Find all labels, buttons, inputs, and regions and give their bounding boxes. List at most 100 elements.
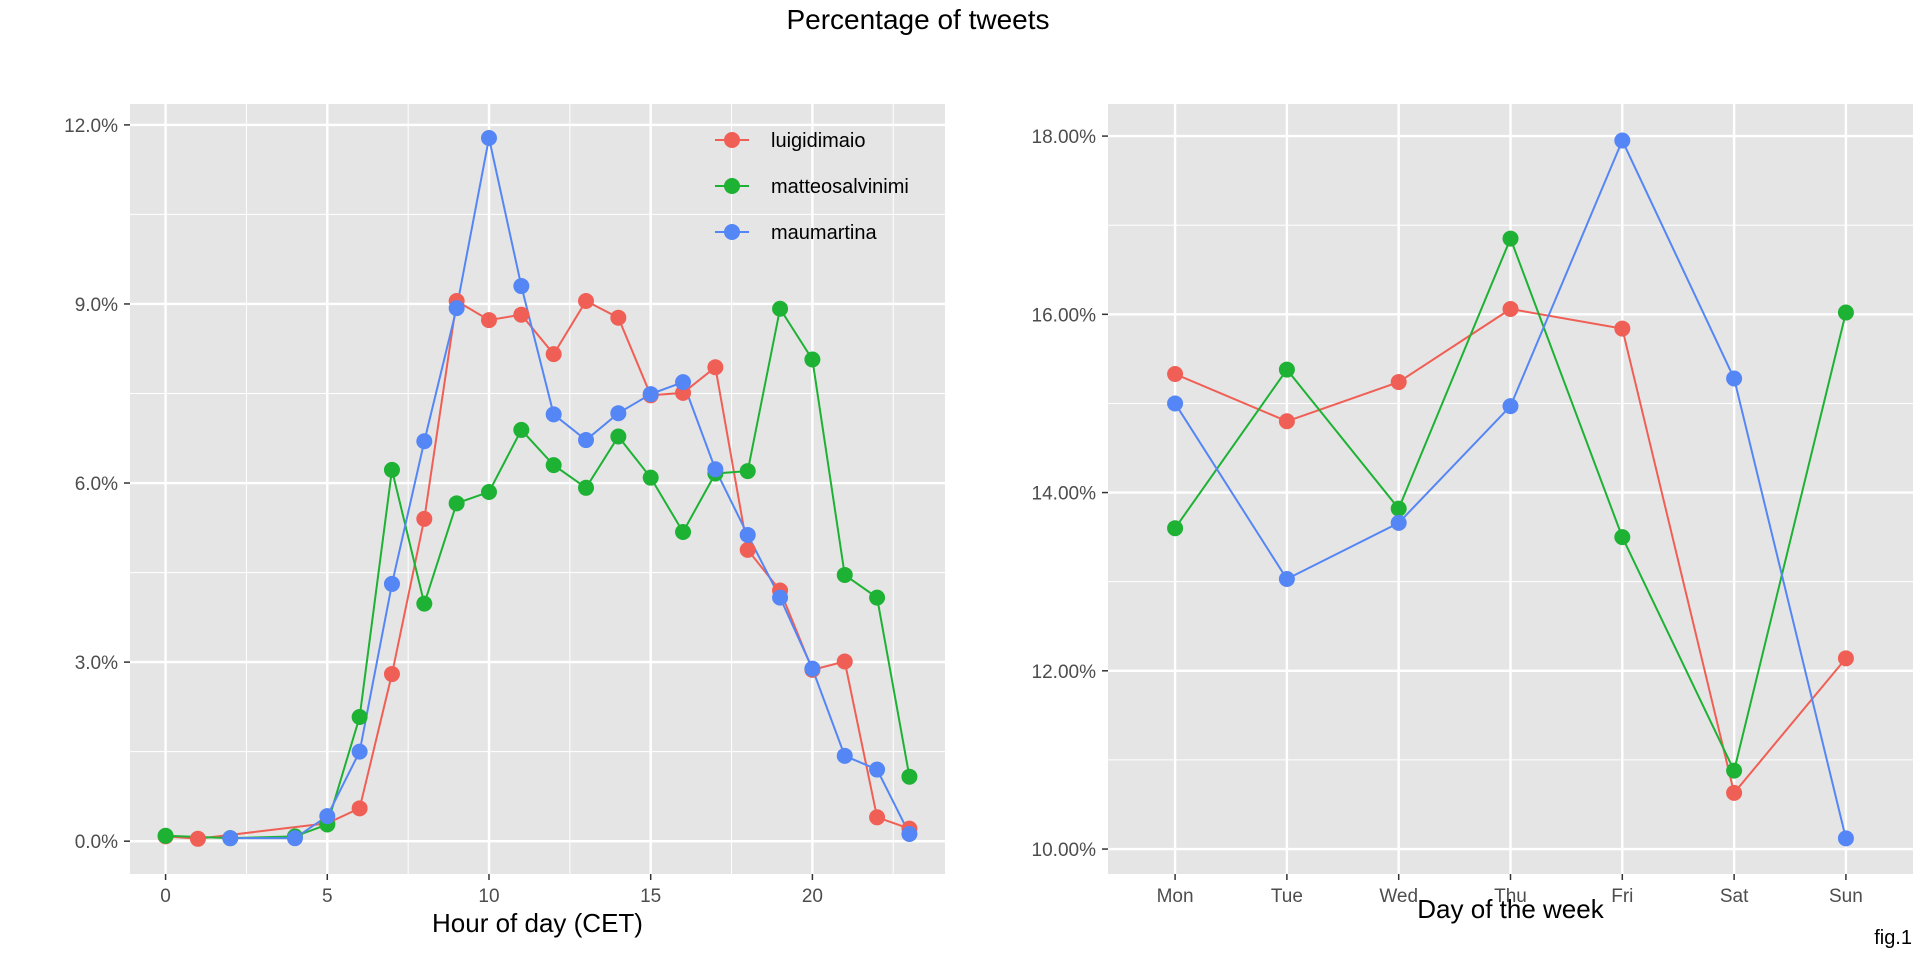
- data-point-maumartina: [1614, 132, 1631, 149]
- data-point-matteosalvinimi: [869, 589, 886, 606]
- data-point-matteosalvinimi: [480, 483, 497, 500]
- data-point-luigidimaio: [836, 653, 853, 670]
- data-point-luigidimaio: [578, 292, 595, 309]
- data-point-matteosalvinimi: [1614, 529, 1631, 546]
- data-point-maumartina: [222, 830, 239, 847]
- x-tick-label: 10: [478, 886, 499, 907]
- data-point-maumartina: [513, 278, 530, 295]
- legend-label: maumartina: [771, 222, 877, 244]
- data-point-maumartina: [480, 130, 497, 147]
- data-point-luigidimaio: [1502, 300, 1519, 317]
- data-point-luigidimaio: [869, 809, 886, 826]
- y-tick-label: 0.0%: [75, 832, 118, 853]
- data-point-matteosalvinimi: [901, 768, 918, 785]
- data-point-maumartina: [448, 300, 465, 317]
- data-point-maumartina: [836, 747, 853, 764]
- y-tick-label: 12.00%: [1032, 662, 1097, 683]
- legend-key-point: [724, 178, 740, 194]
- data-point-matteosalvinimi: [772, 300, 789, 317]
- data-point-matteosalvinimi: [513, 421, 530, 438]
- data-point-matteosalvinimi: [836, 566, 853, 583]
- data-point-maumartina: [804, 660, 821, 677]
- data-point-matteosalvinimi: [545, 457, 562, 474]
- data-point-luigidimaio: [1390, 374, 1407, 391]
- hour-of-day-chart: 0 5 10 15 20 0.0% 3.0% 6.0% 9.0% 12.0% Hour of day…: [64, 104, 945, 938]
- data-point-luigidimaio: [1726, 784, 1743, 801]
- data-point-maumartina: [707, 461, 724, 478]
- data-point-maumartina: [642, 386, 659, 403]
- data-point-maumartina: [1837, 830, 1854, 847]
- data-point-matteosalvinimi: [1502, 230, 1519, 247]
- legend-label: luigidimaio: [771, 130, 866, 152]
- x-tick-label: Sun: [1829, 886, 1863, 907]
- data-point-matteosalvinimi: [416, 595, 433, 612]
- data-point-matteosalvinimi: [578, 479, 595, 496]
- data-point-luigidimaio: [545, 346, 562, 363]
- data-point-maumartina: [772, 589, 789, 606]
- data-point-maumartina: [545, 406, 562, 423]
- data-point-maumartina: [1167, 395, 1184, 412]
- data-point-matteosalvinimi: [1278, 361, 1295, 378]
- data-point-maumartina: [383, 575, 400, 592]
- day-of-week-chart: Mon Tue Wed Thu Fri Sat Sun 10.00% 12.00% 14.00% 1…: [1032, 104, 1913, 924]
- y-tick-label: 6.0%: [75, 474, 118, 495]
- legend-item: matteosalvinimi: [715, 176, 909, 198]
- data-point-maumartina: [739, 526, 756, 543]
- data-point-maumartina: [1278, 571, 1295, 588]
- data-point-maumartina: [1726, 370, 1743, 387]
- legend-label: matteosalvinimi: [771, 176, 909, 198]
- data-point-matteosalvinimi: [1837, 304, 1854, 321]
- data-point-luigidimaio: [707, 359, 724, 376]
- data-point-maumartina: [675, 374, 692, 391]
- data-point-matteosalvinimi: [642, 469, 659, 486]
- x-tick-label: 0: [160, 886, 171, 907]
- y-tick-label: 10.00%: [1032, 840, 1097, 861]
- legend-item: maumartina: [715, 222, 877, 244]
- data-point-luigidimaio: [351, 800, 368, 817]
- x-axis-title: Hour of day (CET): [432, 908, 643, 938]
- legend: luigidimaio matteosalvinimi maumartina: [715, 130, 909, 244]
- data-point-matteosalvinimi: [448, 495, 465, 512]
- x-tick-label: Sat: [1720, 886, 1749, 907]
- data-point-matteosalvinimi: [351, 709, 368, 726]
- data-point-maumartina: [1390, 514, 1407, 531]
- data-point-luigidimaio: [1614, 320, 1631, 337]
- data-point-maumartina: [286, 830, 303, 847]
- y-tick-label: 3.0%: [75, 653, 118, 674]
- data-point-luigidimaio: [416, 510, 433, 527]
- data-point-luigidimaio: [1837, 650, 1854, 667]
- data-point-luigidimaio: [480, 312, 497, 329]
- data-point-maumartina: [578, 432, 595, 449]
- data-point-luigidimaio: [739, 541, 756, 558]
- y-tick-label: 18.00%: [1032, 127, 1097, 148]
- data-point-matteosalvinimi: [610, 428, 627, 445]
- data-point-maumartina: [319, 808, 336, 825]
- data-point-maumartina: [901, 826, 918, 843]
- data-point-luigidimaio: [610, 309, 627, 326]
- y-tick-label: 14.00%: [1032, 484, 1097, 505]
- data-point-luigidimaio: [1167, 366, 1184, 383]
- y-tick-label: 16.00%: [1032, 305, 1097, 326]
- page-title: Percentage of tweets: [786, 4, 1050, 35]
- legend-item: luigidimaio: [715, 130, 866, 152]
- x-tick-label: 15: [640, 886, 661, 907]
- data-point-luigidimaio: [1278, 413, 1295, 430]
- legend-key-point: [724, 224, 740, 240]
- data-point-maumartina: [1502, 398, 1519, 415]
- data-point-luigidimaio: [189, 830, 206, 847]
- data-point-matteosalvinimi: [1390, 500, 1407, 517]
- x-tick-label: 20: [802, 886, 823, 907]
- x-tick-label: 5: [322, 886, 333, 907]
- series-line-matteosalvinimi: [165, 306, 911, 840]
- data-point-matteosalvinimi: [1726, 762, 1743, 779]
- data-point-maumartina: [351, 743, 368, 760]
- data-point-matteosalvinimi: [739, 463, 756, 480]
- x-tick-label: Fri: [1611, 886, 1633, 907]
- x-axis-title: Day of the week: [1417, 894, 1604, 924]
- y-tick-label: 9.0%: [75, 295, 118, 316]
- data-point-maumartina: [610, 405, 627, 422]
- figure-label: fig.1: [1874, 927, 1912, 949]
- data-point-matteosalvinimi: [383, 461, 400, 478]
- data-point-matteosalvinimi: [157, 827, 174, 844]
- data-point-matteosalvinimi: [675, 523, 692, 540]
